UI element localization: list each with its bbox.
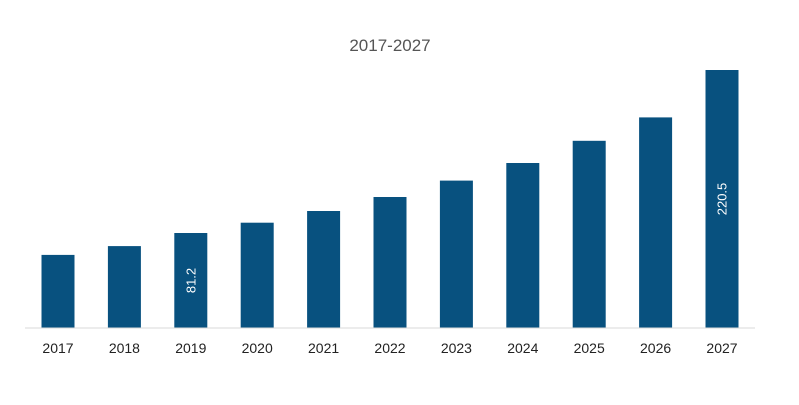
data-label-2019: 81.2 bbox=[183, 268, 198, 293]
bar-2024 bbox=[506, 163, 540, 328]
bar-2026 bbox=[639, 117, 673, 329]
bar-2018 bbox=[107, 246, 141, 328]
bars-group bbox=[41, 70, 739, 329]
x-tick-label-2024: 2024 bbox=[507, 340, 538, 356]
x-tick-label-2026: 2026 bbox=[640, 340, 671, 356]
x-tick-label-2020: 2020 bbox=[242, 340, 273, 356]
bar-2020 bbox=[240, 222, 274, 328]
x-tick-label-2018: 2018 bbox=[109, 340, 140, 356]
x-tick-label-2019: 2019 bbox=[175, 340, 206, 356]
x-tick-label-2017: 2017 bbox=[42, 340, 73, 356]
bar-2023 bbox=[439, 180, 473, 328]
data-labels: 81.2 220.5 bbox=[183, 183, 729, 293]
x-tick-label-2027: 2027 bbox=[706, 340, 737, 356]
x-tick-label-2021: 2021 bbox=[308, 340, 339, 356]
chart-title: 2017-2027 bbox=[349, 36, 430, 55]
x-tick-label-2022: 2022 bbox=[374, 340, 405, 356]
bar-2027 bbox=[705, 70, 739, 328]
x-tick-labels: 2017 2018 2019 2020 2021 2022 2023 2024 2025 2026… bbox=[42, 340, 737, 356]
bar-2025 bbox=[572, 140, 606, 328]
x-tick-label-2025: 2025 bbox=[574, 340, 605, 356]
bar-2017 bbox=[41, 254, 75, 328]
bar-2019 bbox=[174, 233, 208, 328]
bar-2022 bbox=[373, 197, 407, 328]
x-tick-label-2023: 2023 bbox=[441, 340, 472, 356]
data-label-2027: 220.5 bbox=[715, 183, 730, 216]
bar-2021 bbox=[307, 211, 341, 328]
